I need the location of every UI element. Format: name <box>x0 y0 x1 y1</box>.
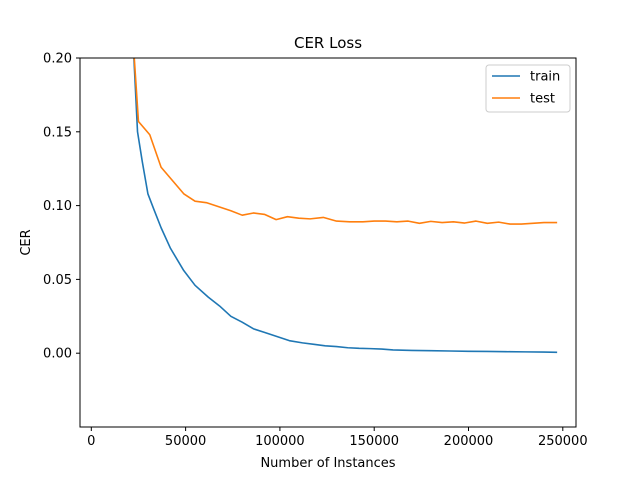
series-layer <box>133 58 558 354</box>
legend-label-test: test <box>530 92 555 107</box>
y-tick-label: 0.10 <box>43 199 72 214</box>
series-line-test <box>133 58 558 225</box>
series-line-train <box>133 58 558 354</box>
y-tick-label: 0.20 <box>43 52 72 67</box>
x-tick-label: 150000 <box>349 434 399 449</box>
chart-title: CER Loss <box>294 34 362 52</box>
x-tick-label: 100000 <box>255 434 305 449</box>
y-tick-label: 0.05 <box>43 273 72 288</box>
y-axis: 0.00 0.05 0.10 0.15 0.20 <box>43 52 80 362</box>
x-axis: 0 50000 100000 150000 200000 250000 <box>87 427 588 449</box>
y-tick-label: 0.15 <box>43 125 72 140</box>
legend: train test <box>485 64 571 113</box>
legend-label-train: train <box>530 70 560 85</box>
x-axis-label: Number of Instances <box>260 456 395 471</box>
plot-frame <box>79 57 577 428</box>
x-tick-label: 50000 <box>165 434 206 449</box>
x-tick-label: 200000 <box>444 434 494 449</box>
y-tick-label: 0.00 <box>43 347 72 362</box>
x-tick-label: 0 <box>87 434 95 449</box>
y-axis-label: CER <box>19 229 34 255</box>
x-tick-label: 250000 <box>538 434 588 449</box>
